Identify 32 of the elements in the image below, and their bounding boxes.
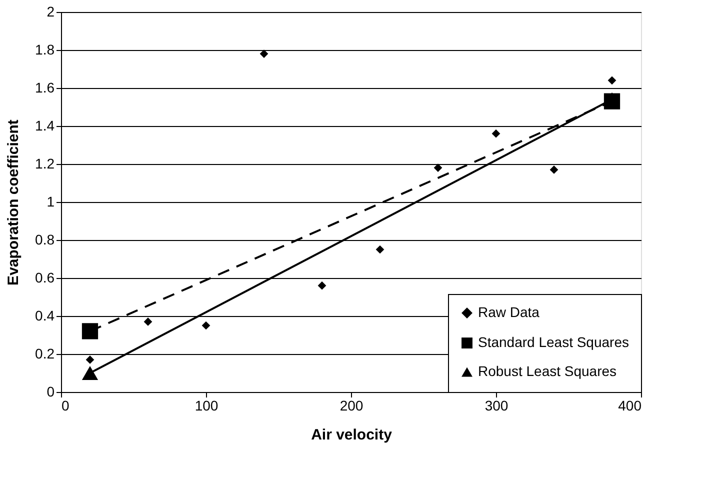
point <box>434 164 442 172</box>
point <box>260 50 268 58</box>
y-tick-label: 2 <box>46 4 55 20</box>
legend-label: Robust Least Squares <box>478 363 617 379</box>
point <box>608 76 616 85</box>
point <box>86 356 94 364</box>
x-axis-title: Air velocity <box>311 426 393 444</box>
x-tick-label: 0 <box>62 398 70 414</box>
x-tick-label: 200 <box>340 398 364 414</box>
y-tick-label: 1.8 <box>35 42 55 58</box>
x-tick-label: 400 <box>618 398 642 414</box>
legend-label: Standard Least Squares <box>478 334 629 350</box>
point <box>144 318 152 326</box>
point <box>492 129 500 138</box>
point <box>550 166 558 174</box>
x-tick-label: 100 <box>194 398 218 414</box>
y-tick-label: 1.2 <box>35 156 55 172</box>
y-tick-label: 1 <box>46 194 55 210</box>
point <box>376 245 384 254</box>
y-tick-label: 0.2 <box>35 346 55 362</box>
point <box>318 281 326 290</box>
y-tick-label: 0.4 <box>35 308 55 324</box>
point <box>202 321 210 330</box>
y-tick-label: 0.6 <box>35 270 55 286</box>
y-tick-label: 0.8 <box>35 232 55 248</box>
y-tick-label: 0 <box>46 384 55 400</box>
point <box>82 323 98 340</box>
y-tick-label: 1.6 <box>35 80 55 96</box>
y-tick-label: 1.4 <box>35 118 55 134</box>
x-tick-label: 300 <box>484 398 508 414</box>
y-axis-title: Evaporation coefficient <box>5 120 22 286</box>
legend-label: Raw Data <box>478 304 540 320</box>
